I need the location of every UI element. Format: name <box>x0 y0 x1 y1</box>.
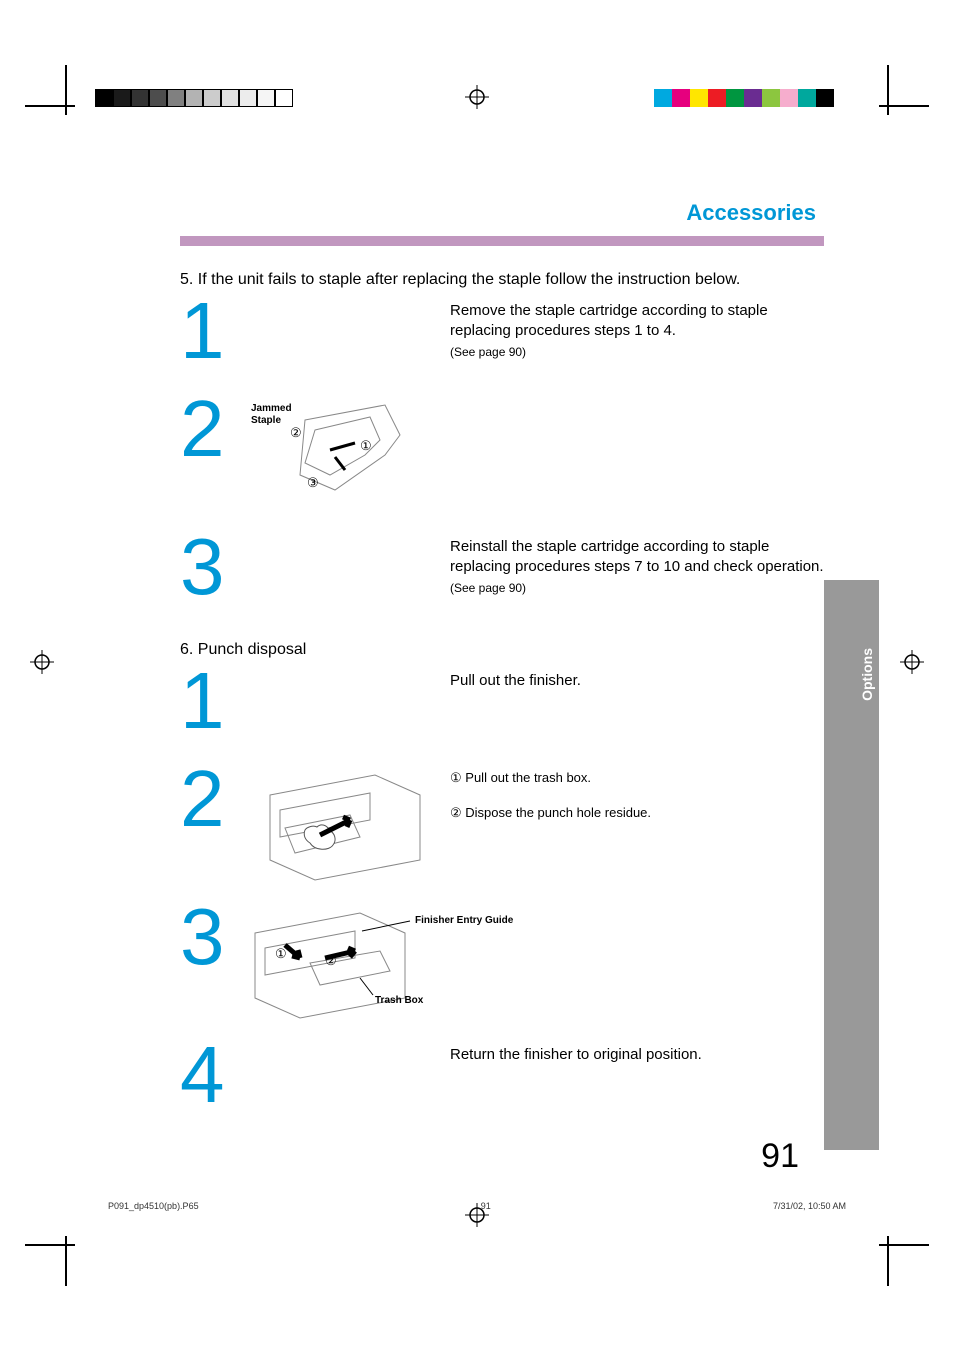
step-number: 4 <box>180 1041 240 1109</box>
step-number: 3 <box>180 533 240 601</box>
footer-page: 91 <box>481 1201 491 1211</box>
swatch <box>672 89 690 107</box>
registration-mark-icon <box>465 85 489 109</box>
swatch <box>654 89 672 107</box>
swatch <box>149 89 167 107</box>
step-row: 1 Remove the staple cartridge according … <box>180 297 824 387</box>
step2b-text: Dispose the punch hole residue. <box>465 805 651 820</box>
swatch <box>131 89 149 107</box>
footer-date: 7/31/02, 10:50 AM <box>773 1201 846 1211</box>
step-number: 3 <box>180 903 240 971</box>
step3-sub: (See page 90) <box>450 581 526 595</box>
footer-file: P091_dp4510(pb).P65 <box>108 1201 199 1211</box>
swatch <box>275 89 293 107</box>
swatch <box>257 89 275 107</box>
crop-mark-bl <box>25 1216 95 1286</box>
swatch <box>816 89 834 107</box>
section-bar <box>180 236 824 246</box>
step-text: ① Pull out the trash box. ② Dispose the … <box>450 765 824 822</box>
step-number: 1 <box>180 297 240 365</box>
step1-sub: (See page 90) <box>450 345 526 359</box>
swatch <box>708 89 726 107</box>
step-number: 1 <box>180 667 240 735</box>
step1-text: Remove the staple cartridge according to… <box>450 302 768 339</box>
section6-intro: 6. Punch disposal <box>180 641 824 659</box>
circled-1: ① <box>360 438 372 453</box>
step-row: 1 Pull out the finisher. <box>180 667 824 757</box>
step-row: 3 Reinstall the staple cartridge accordi… <box>180 533 824 633</box>
swatch <box>780 89 798 107</box>
step-illustration: Finisher Entry Guide Trash Box ① ② <box>240 903 520 1023</box>
step-text: Return the finisher to original position… <box>450 1041 824 1065</box>
circled-3: ③ <box>307 475 319 490</box>
step-row: 2 Jammed Staple ② ① ③ <box>180 395 824 525</box>
circled-2: ② <box>325 953 337 968</box>
crop-mark-tl <box>25 65 95 135</box>
crop-mark-br <box>859 1216 929 1286</box>
circled-2: ② <box>290 425 302 440</box>
step2a-text: Pull out the trash box. <box>465 770 591 785</box>
page: Options Accessories 5. If the unit fails… <box>0 0 954 1351</box>
swatch <box>798 89 816 107</box>
step-text <box>520 903 824 907</box>
swatch <box>221 89 239 107</box>
step-text: Pull out the finisher. <box>450 667 824 691</box>
swatch <box>239 89 257 107</box>
crop-mark-tr <box>859 65 929 135</box>
greyscale-calibration-bar <box>95 89 293 107</box>
finisher-entry-guide-label: Finisher Entry Guide <box>415 915 514 926</box>
jammed-staple-label: Staple <box>251 415 281 426</box>
step-number: 2 <box>180 395 240 463</box>
page-number: 91 <box>761 1137 799 1176</box>
step3-text: Reinstall the staple cartridge according… <box>450 538 824 575</box>
swatch <box>185 89 203 107</box>
step-illustration <box>240 765 450 885</box>
step-text: Reinstall the staple cartridge according… <box>450 533 824 598</box>
step-row: 4 Return the finisher to original positi… <box>180 1041 824 1131</box>
swatch <box>690 89 708 107</box>
swatch <box>762 89 780 107</box>
registration-mark-icon <box>900 650 924 674</box>
swatch <box>167 89 185 107</box>
chapter-tab-label: Options <box>859 648 875 701</box>
step-row: 2 ① Pull out the trash box. ② Dispose th… <box>180 765 824 895</box>
registration-mark-icon <box>30 650 54 674</box>
color-calibration-bar <box>654 89 834 107</box>
step-text <box>450 395 824 399</box>
step-illustration: Jammed Staple ② ① ③ <box>240 395 450 515</box>
step-text: Remove the staple cartridge according to… <box>450 297 824 362</box>
jammed-staple-label: Jammed <box>251 403 292 414</box>
trash-box-label: Trash Box <box>375 995 424 1006</box>
step-row: 3 Finisher Entry Guide Trash Box <box>180 903 824 1033</box>
swatch <box>744 89 762 107</box>
content-area: Accessories 5. If the unit fails to stap… <box>180 200 824 1181</box>
swatch <box>95 89 113 107</box>
section5-intro: 5. If the unit fails to staple after rep… <box>180 271 824 289</box>
swatch <box>113 89 131 107</box>
footer: P091_dp4510(pb).P65 91 7/31/02, 10:50 AM <box>108 1201 846 1211</box>
swatch <box>726 89 744 107</box>
circled-1: ① <box>275 946 287 961</box>
circled-1: ① <box>450 770 462 785</box>
circled-2: ② <box>450 805 462 820</box>
swatch <box>203 89 221 107</box>
section-title: Accessories <box>180 200 824 226</box>
step-number: 2 <box>180 765 240 833</box>
